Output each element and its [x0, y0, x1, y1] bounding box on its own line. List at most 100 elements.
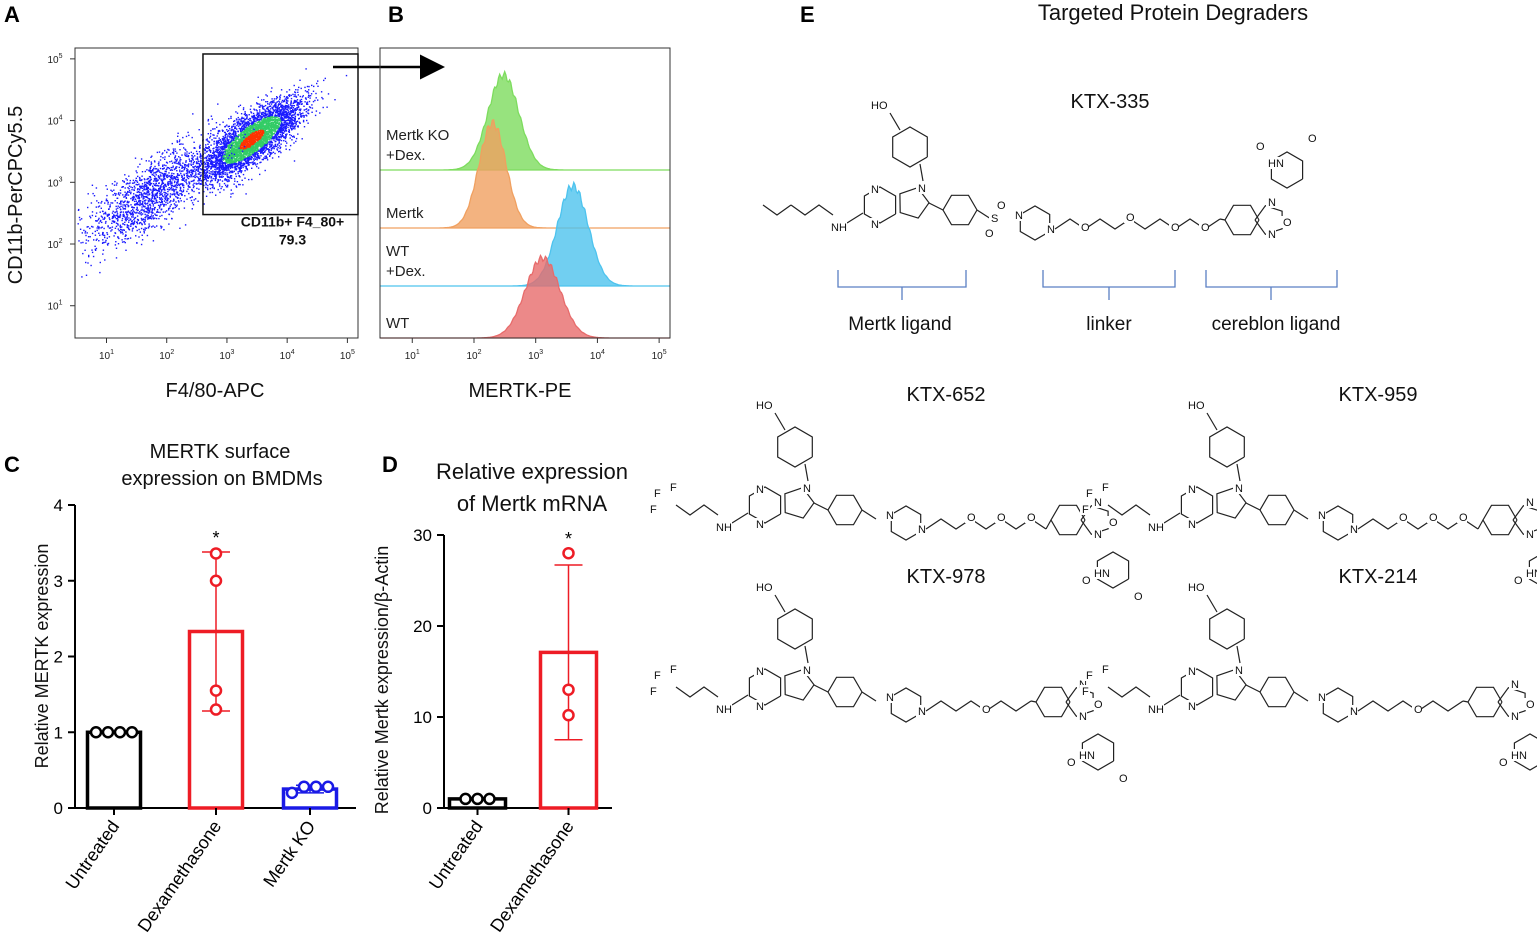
- scatter-point-cluster-1: [223, 142, 225, 144]
- scatter-point-cluster-2: [144, 218, 146, 221]
- scatter-point-cluster-1: [240, 159, 243, 161]
- scatter-point-cluster-1: [238, 122, 240, 124]
- scatter-point-cluster-1: [208, 159, 210, 161]
- scatter-point-cluster-2: [103, 218, 105, 220]
- scatter-point-cluster-2: [211, 163, 214, 166]
- scatter-point-cluster-1: [226, 142, 228, 144]
- scatter-point-cluster-1: [211, 187, 214, 189]
- scatter-point-cluster-2: [133, 207, 135, 209]
- scatter-point-cluster-2: [107, 226, 109, 228]
- scatter-point-cluster-2: [100, 202, 102, 204]
- scatter-point-cluster-1: [262, 121, 265, 123]
- scatter-point-cluster-2: [151, 199, 153, 202]
- scatter-point-cluster-1: [231, 147, 233, 149]
- scatter-point-cluster-1: [215, 174, 218, 176]
- scatter-point-cluster-1: [251, 150, 253, 153]
- scatter-point-cluster-1: [245, 154, 247, 156]
- scatter-point-cluster-1: [249, 143, 252, 145]
- scatter-point-cluster-1: [277, 110, 280, 113]
- scatter-point-cluster-1: [249, 146, 251, 148]
- scatter-point-cluster-1: [276, 128, 278, 130]
- scatter-point-cluster-1: [309, 106, 312, 109]
- scatter-point-cluster-2: [110, 189, 112, 191]
- scatter-point-cluster-1: [265, 131, 267, 133]
- scatter-point-cluster-1: [315, 92, 317, 95]
- scatter-point-cluster-1: [222, 171, 224, 173]
- scatter-point-cluster-1: [256, 123, 258, 126]
- scatter-point-cluster-1: [237, 150, 239, 152]
- scatter-point-cluster-2: [149, 170, 151, 172]
- scatter-point-cluster-2: [128, 221, 130, 223]
- scatter-point-cluster-1: [260, 115, 262, 118]
- scatter-point-cluster-2: [172, 148, 175, 150]
- scatter-point-cluster-1: [296, 101, 299, 104]
- scatter-point-cluster-1: [227, 145, 230, 147]
- scatter-point-cluster-1: [284, 129, 287, 131]
- scatter-point-cluster-1: [265, 128, 268, 130]
- scatter-point-cluster-1: [242, 146, 244, 148]
- scatter-point-cluster-1: [220, 166, 222, 168]
- scatter-point-cluster-2: [158, 164, 160, 167]
- scatter-point-cluster-1: [305, 98, 307, 100]
- scatter-point-cluster-1: [283, 125, 285, 127]
- scatter-point-cluster-1: [306, 108, 308, 110]
- scatter-point-cluster-1: [276, 112, 278, 114]
- scatter-point-cluster-1: [283, 136, 285, 139]
- scatter-point-cluster-1: [294, 121, 296, 123]
- scatter-point-cluster-1: [218, 139, 220, 142]
- scatter-point-cluster-1: [216, 168, 219, 170]
- scatter-point-cluster-1: [181, 179, 183, 181]
- scatter-point-cluster-1: [268, 134, 271, 137]
- scatter-point-cluster-2: [150, 214, 153, 216]
- scatter-point-cluster-1: [212, 172, 214, 174]
- scatter-point-cluster-1: [283, 124, 286, 126]
- scatter-point-cluster-1: [299, 79, 301, 81]
- scatter-point-cluster-1: [255, 152, 258, 154]
- scatter-point-cluster-1: [208, 157, 210, 159]
- scatter-point-cluster-1: [271, 112, 274, 114]
- scatter-point-cluster-1: [267, 133, 269, 135]
- scatter-point-cluster-1: [224, 179, 226, 181]
- scatter-point-cluster-1: [223, 158, 225, 160]
- scatter-point-cluster-1: [257, 153, 259, 155]
- scatter-point-cluster-2: [140, 227, 143, 230]
- scatter-point-cluster-2: [193, 147, 195, 149]
- scatter-point-cluster-1: [295, 123, 297, 126]
- scatter-point-cluster-1: [286, 99, 288, 102]
- scatter-point-cluster-1: [280, 113, 282, 115]
- scatter-point-cluster-1: [278, 126, 280, 128]
- scatter-point-cluster-1: [264, 142, 267, 145]
- scatter-point-cluster-1: [184, 195, 186, 197]
- scatter-point-cluster-2: [129, 213, 132, 215]
- scatter-point-cluster-1: [228, 125, 230, 127]
- scatter-point-cluster-1: [210, 154, 213, 157]
- scatter-point-cluster-1: [268, 122, 270, 124]
- scatter-point-cluster-2: [154, 184, 156, 186]
- scatter-point-cluster-1: [257, 157, 260, 159]
- scatter-point-cluster-1: [232, 160, 234, 163]
- scatter-point-cluster-1: [252, 152, 254, 154]
- scatter-point-cluster-1: [286, 91, 288, 93]
- scatter-point-cluster-1: [223, 145, 226, 148]
- scatter-point-cluster-1: [251, 167, 253, 169]
- scatter-point-cluster-2: [102, 249, 105, 251]
- scatter-point-cluster-1: [263, 151, 265, 153]
- scatter-point-cluster-2: [104, 241, 107, 243]
- scatter-point-cluster-1: [214, 164, 216, 166]
- scatter-point-cluster-1: [326, 106, 328, 108]
- scatter-point-cluster-1: [293, 160, 296, 162]
- scatter-point-cluster-1: [198, 166, 200, 168]
- scatter-point-cluster-1: [308, 89, 310, 91]
- scatter-point-cluster-1: [206, 155, 209, 157]
- scatter-point-cluster-2: [148, 169, 150, 171]
- scatter-point-cluster-1: [268, 128, 270, 130]
- scatter-point-cluster-1: [274, 125, 276, 127]
- scatter-point-cluster-1: [260, 128, 262, 130]
- scatter-point-cluster-2: [79, 219, 81, 221]
- scatter-point-cluster-2: [181, 165, 183, 167]
- scatter-point-cluster-1: [228, 147, 230, 150]
- scatter-point-cluster-1: [293, 101, 295, 104]
- scatter-point-cluster-1: [229, 176, 232, 178]
- scatter-point-cluster-1: [282, 110, 284, 112]
- scatter-point-cluster-1: [239, 176, 241, 178]
